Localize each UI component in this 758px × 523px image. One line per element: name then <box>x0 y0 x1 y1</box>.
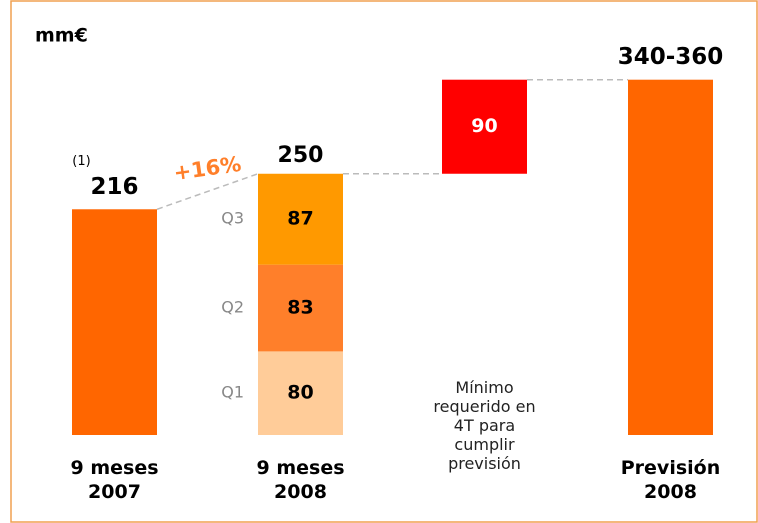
bar-value: 340-360 <box>618 44 724 70</box>
footnote-ref: (1) <box>72 154 90 169</box>
total-label: 250 <box>278 143 324 168</box>
frame <box>10 0 758 523</box>
bar <box>628 79 713 435</box>
segment-name: Q3 <box>221 209 244 228</box>
category-label: 9 meses 2008 <box>256 457 345 503</box>
bar-segment <box>258 173 343 265</box>
increment-bar <box>442 79 527 174</box>
unit-label: mm€ <box>35 25 88 47</box>
segment-label: 80 <box>287 382 313 404</box>
bar <box>72 209 157 435</box>
category-label: 9 meses 2007 <box>70 457 159 503</box>
growth-label: +16% <box>172 152 243 185</box>
segment-name: Q1 <box>221 383 244 402</box>
segment-label: 87 <box>287 208 313 230</box>
bar-segment <box>258 351 343 435</box>
bar-segment <box>258 264 343 352</box>
segment-name: Q2 <box>221 298 244 317</box>
category-label: Previsión 2008 <box>620 457 721 503</box>
segment-label: 83 <box>287 297 313 319</box>
bar-value: 216 <box>90 174 138 200</box>
connector <box>156 173 259 210</box>
category-note: Mínimo requerido en 4T para cumplir prev… <box>433 378 536 473</box>
bar-value: 90 <box>471 115 497 137</box>
